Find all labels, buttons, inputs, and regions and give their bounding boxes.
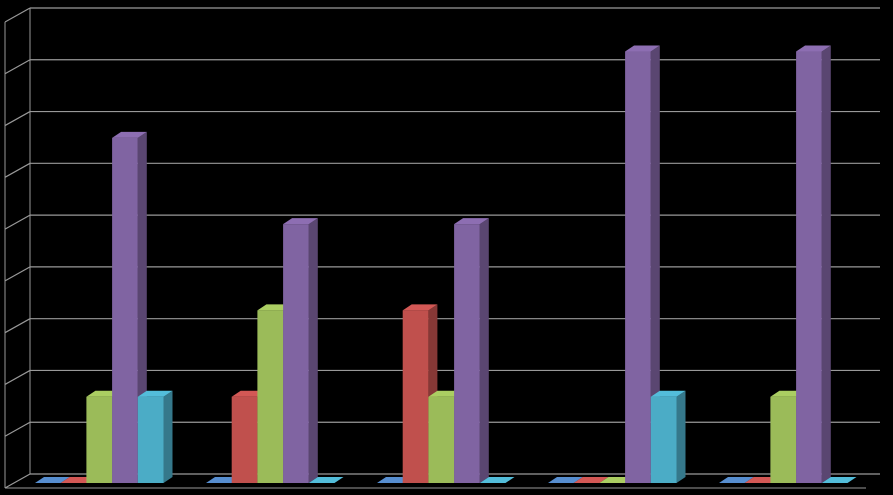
- bar-top: [625, 45, 660, 52]
- grid-line: [4, 162, 31, 178]
- bar: [112, 137, 138, 483]
- bar-top: [796, 45, 831, 52]
- bar-top: [719, 477, 754, 483]
- bar-side: [163, 390, 173, 483]
- bar-top: [454, 218, 489, 225]
- bar-side: [650, 45, 660, 483]
- bar-top: [112, 131, 147, 138]
- grid-line: [4, 421, 31, 437]
- bar: [650, 396, 677, 483]
- grid-line: [4, 7, 31, 23]
- grid-line: [4, 318, 31, 334]
- bar-top: [283, 218, 318, 225]
- grid-line: [4, 214, 31, 230]
- bar: [454, 224, 480, 483]
- grid-line: [4, 59, 31, 75]
- bar-top: [650, 390, 686, 397]
- bar-top: [308, 477, 344, 483]
- bar-side: [821, 45, 831, 483]
- bar-top: [573, 477, 609, 483]
- grid-line: [4, 266, 31, 282]
- bar: [137, 396, 164, 483]
- bar: [231, 396, 258, 483]
- bar-top: [402, 304, 438, 311]
- bar: [796, 51, 822, 483]
- bar: [402, 310, 429, 483]
- bar-side: [479, 218, 489, 483]
- bar: [770, 396, 797, 483]
- bar: [428, 396, 455, 483]
- bar: [625, 51, 651, 483]
- bar-top: [137, 390, 173, 397]
- bar-side: [676, 390, 686, 483]
- bar-top: [821, 477, 857, 483]
- bar-top: [35, 477, 70, 483]
- grid-line: [4, 473, 31, 489]
- grid-line: [4, 369, 31, 385]
- bar: [86, 396, 113, 483]
- bar-side: [308, 218, 318, 483]
- bar: [283, 224, 309, 483]
- bar-top: [479, 477, 515, 483]
- grid-line: [4, 111, 31, 127]
- bar-top: [548, 477, 583, 483]
- bar: [257, 310, 284, 483]
